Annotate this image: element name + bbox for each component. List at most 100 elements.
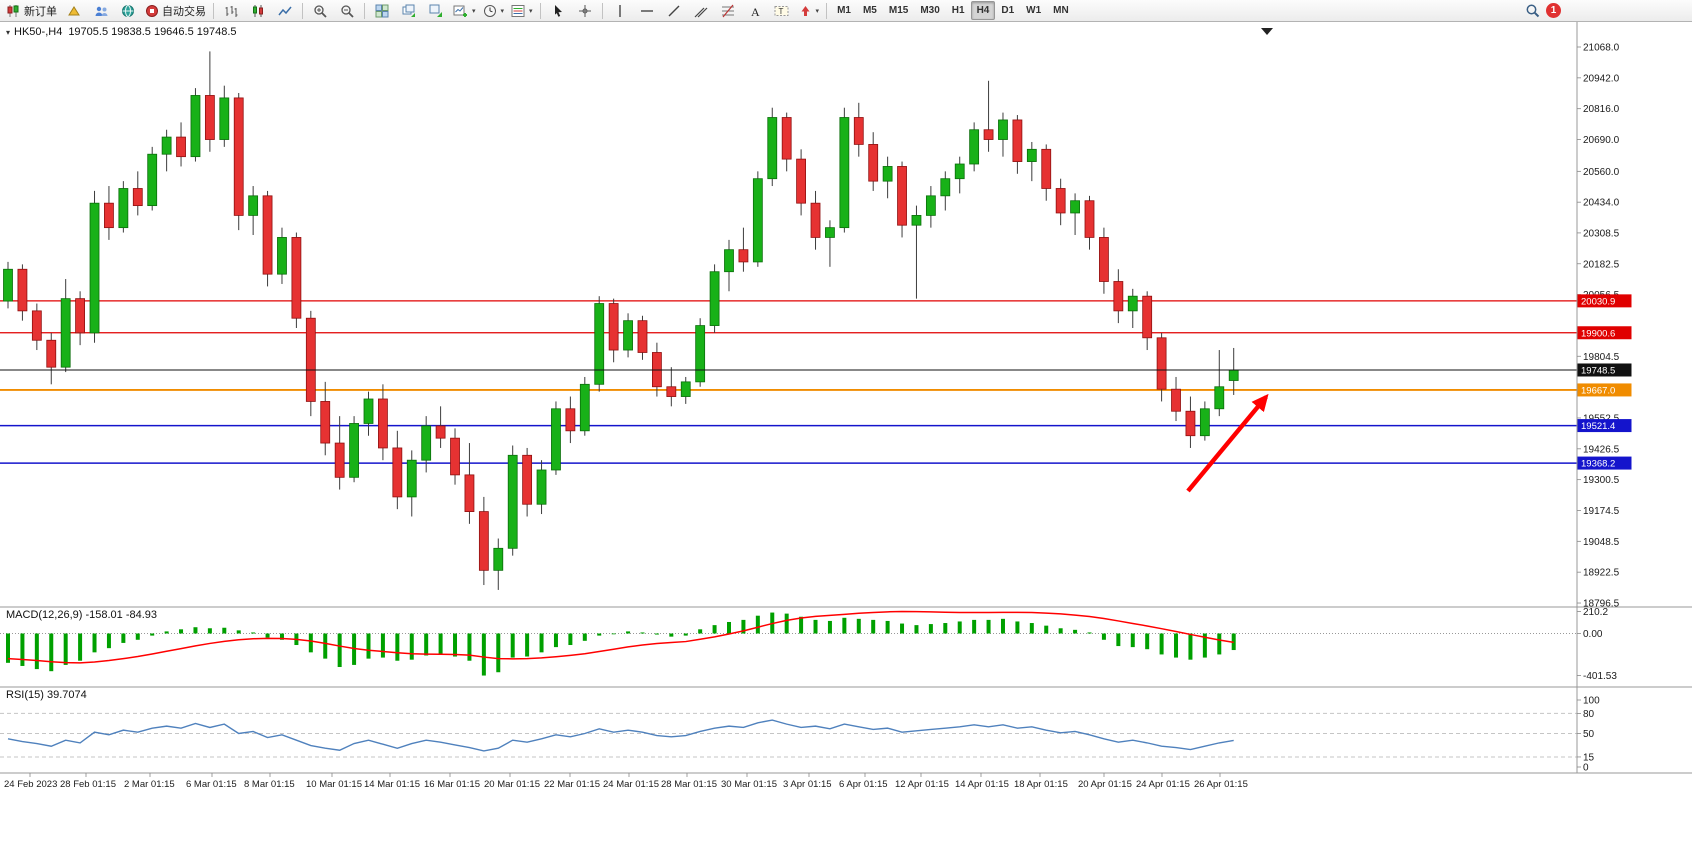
- timeframe-button-w1[interactable]: W1: [1026, 5, 1042, 16]
- price-shift-marker[interactable]: [1261, 28, 1273, 35]
- timeframe-button-d1[interactable]: D1: [1001, 5, 1015, 16]
- chart-area[interactable]: 21068.0 20942.0 20816.0 20690.0 20560.0 20434…: [0, 22, 1692, 854]
- community-button[interactable]: [88, 1, 114, 21]
- timeframe-button-h1[interactable]: H1: [951, 5, 965, 16]
- bar-chart-button[interactable]: [218, 1, 244, 21]
- macd-bar: [409, 633, 414, 660]
- candles-layer: [3, 51, 1239, 590]
- candle-body: [666, 386, 677, 397]
- candle-body: [709, 271, 720, 326]
- web-terminal-button[interactable]: [115, 1, 141, 21]
- new-order-icon: [7, 4, 19, 17]
- tile-windows-button[interactable]: [369, 1, 395, 21]
- timeframe-button-m5[interactable]: M5: [862, 5, 877, 16]
- candle-body: [911, 215, 922, 226]
- arrange-windows-button[interactable]: [423, 1, 449, 21]
- market-button[interactable]: [61, 1, 87, 21]
- zoom-in-button[interactable]: [307, 1, 333, 21]
- trendline-tool-button[interactable]: [661, 1, 687, 21]
- price-axis-label: 20560.0: [1583, 167, 1620, 178]
- macd-bar: [1217, 633, 1222, 655]
- timeframe-button-m1[interactable]: M1: [837, 5, 851, 16]
- candle: [1113, 269, 1124, 324]
- macd-bar: [943, 623, 948, 634]
- macd-bar: [78, 633, 83, 661]
- template-button[interactable]: ▾: [508, 1, 536, 21]
- candle-body: [825, 227, 835, 238]
- search-button[interactable]: [1519, 1, 1545, 21]
- price-axis[interactable]: 21068.0 20942.0 20816.0 20690.0 20560.0 20434…: [1577, 43, 1632, 774]
- price-axis-label: 20690.0: [1583, 135, 1620, 146]
- macd-bar: [308, 633, 313, 653]
- text-label-tool-button[interactable]: T: [769, 1, 795, 21]
- price-tag-resistance-line: 19900.6: [1577, 326, 1632, 340]
- candle: [724, 239, 734, 292]
- timeframe-button-m15[interactable]: M15: [888, 5, 909, 16]
- price-axis-label: 19804.5: [1583, 352, 1620, 363]
- time-axis-label: 6 Apr 01:15: [839, 779, 888, 790]
- macd-bar: [1188, 633, 1193, 660]
- rsi-axis-label: 80: [1583, 709, 1595, 720]
- candle-body: [1228, 369, 1239, 381]
- candle: [349, 416, 359, 483]
- macd-bar: [1202, 633, 1207, 658]
- crosshair-tool-button[interactable]: [572, 1, 598, 21]
- candle-body: [60, 298, 71, 368]
- candle-body: [89, 202, 100, 334]
- candle-body: [17, 268, 28, 312]
- candle-body: [1171, 388, 1181, 412]
- price-axis-label: 19300.5: [1583, 475, 1620, 486]
- timeframe-button-m30[interactable]: M30: [920, 5, 940, 16]
- candle-body: [1041, 148, 1052, 189]
- candle: [421, 416, 432, 473]
- candle: [392, 430, 403, 510]
- new-order-button[interactable]: 新订单: [3, 1, 60, 21]
- macd-bar: [712, 625, 717, 634]
- globe-icon: [122, 4, 134, 17]
- fibonacci-t ool-button[interactable]: [715, 1, 741, 21]
- macd-bar: [222, 627, 227, 634]
- time-axis-label: 30 Mar 01:15: [721, 779, 777, 790]
- dropdown-caret-icon: ▾: [500, 7, 505, 15]
- time-axis[interactable]: 24 Feb 2023 28 Feb 01:15 2 Mar 01:15 6 Mar …: [4, 773, 1248, 790]
- new-chart-button[interactable]: ▾: [450, 1, 479, 21]
- candle: [132, 171, 143, 216]
- candle: [450, 428, 460, 485]
- notification-badge[interactable]: 1: [1546, 3, 1561, 18]
- timeframe-button-mn[interactable]: MN: [1053, 5, 1069, 16]
- candle: [17, 264, 28, 321]
- trend-arrow-annotation[interactable]: [1186, 393, 1269, 493]
- price-axis-label: 19426.5: [1583, 444, 1620, 455]
- cascade-windows-button[interactable]: [396, 1, 422, 21]
- candle: [478, 496, 489, 586]
- candle: [277, 227, 287, 284]
- text-tool-button[interactable]: A: [742, 1, 768, 21]
- horizontal-line-tool-button[interactable]: [634, 1, 660, 21]
- macd-bar: [496, 633, 501, 673]
- symbol-dropdown-icon[interactable]: ▾: [6, 28, 11, 37]
- rsi-indicator-label: RSI(15) 39.7074: [6, 689, 87, 701]
- price-tag-support-line: 19521.4: [1577, 419, 1632, 433]
- candle: [781, 112, 792, 172]
- vertical-line-tool-button[interactable]: [607, 1, 633, 21]
- candle-body: [190, 95, 201, 158]
- macd-bar: [1015, 621, 1020, 634]
- zoom-out-button[interactable]: [334, 1, 360, 21]
- price-axis-label: 18796.5: [1583, 599, 1620, 610]
- candle: [810, 190, 821, 250]
- candlestick-chart-button[interactable]: [245, 1, 271, 21]
- candle: [320, 381, 331, 456]
- channel-tool-button[interactable]: [688, 1, 714, 21]
- period-button[interactable]: ▾: [480, 1, 508, 21]
- macd-bar: [236, 630, 241, 634]
- arrow-shapes-button[interactable]: ▾: [796, 1, 823, 21]
- autotrade-button[interactable]: 自动交易: [142, 1, 209, 21]
- macd-bar: [380, 633, 385, 658]
- timeframe-button-h4[interactable]: H4: [970, 1, 996, 20]
- time-axis-label: 18 Apr 01:15: [1014, 779, 1068, 790]
- cursor-tool-button[interactable]: [545, 1, 571, 21]
- candle: [925, 186, 936, 228]
- template-icon: [511, 4, 525, 17]
- macd-bar: [972, 619, 977, 634]
- line-chart-button[interactable]: [272, 1, 298, 21]
